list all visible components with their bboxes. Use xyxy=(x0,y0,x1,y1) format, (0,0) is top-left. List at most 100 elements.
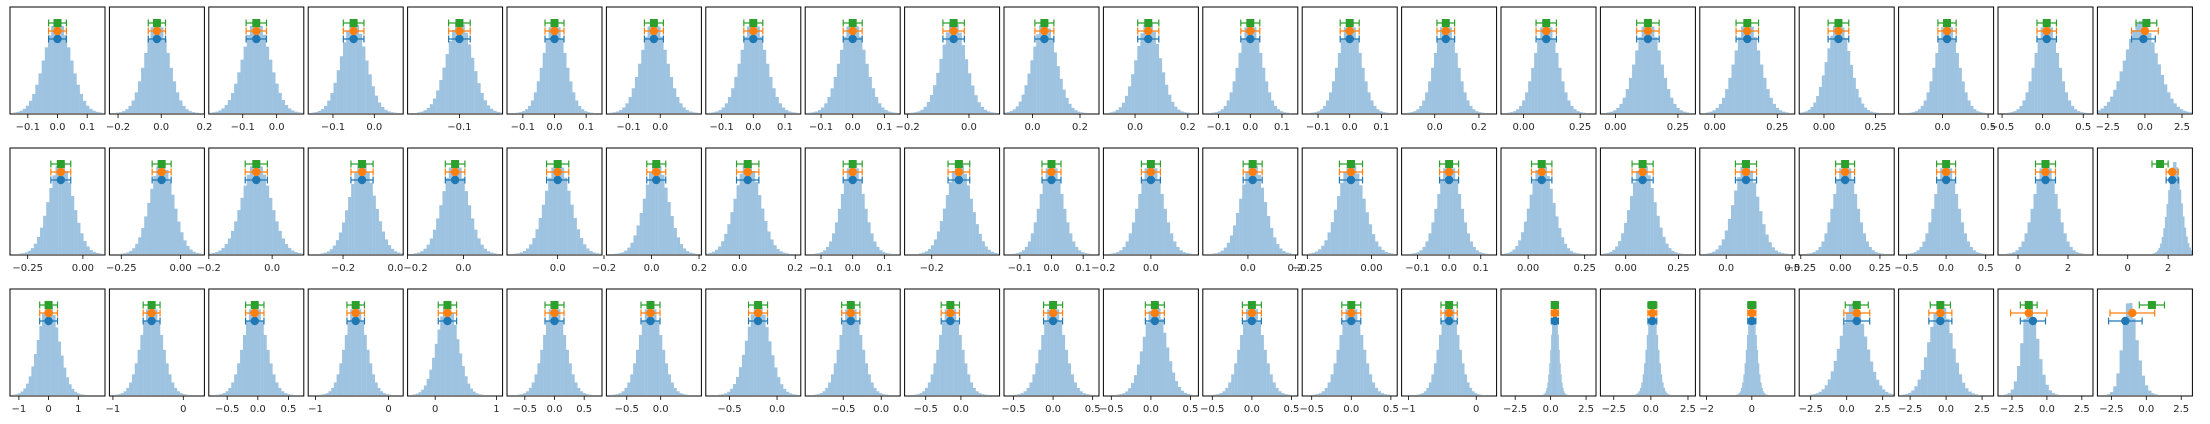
errorbar-series-3 xyxy=(1835,160,1856,168)
histogram-bar xyxy=(1009,111,1013,113)
histogram-bar xyxy=(1067,363,1072,395)
histogram-bar xyxy=(1324,387,1328,395)
histogram-bar xyxy=(1923,357,1928,395)
histogram-bar xyxy=(963,173,967,254)
axes-frame xyxy=(1003,288,1100,397)
x-tick-label: 0.0 xyxy=(1543,404,1559,415)
histogram-bar xyxy=(1119,394,1123,395)
histogram-bar xyxy=(1229,92,1233,113)
errorbar-marker xyxy=(2140,26,2150,36)
errorbar-series-1 xyxy=(947,175,971,185)
histogram-bar xyxy=(1644,20,1649,114)
histogram-bar xyxy=(1648,320,1650,395)
histogram-bar xyxy=(92,110,96,113)
histogram-bar xyxy=(1063,208,1067,254)
histogram-bar xyxy=(1428,382,1432,395)
errorbar-series-2 xyxy=(544,26,565,36)
histogram-bar xyxy=(80,233,84,254)
errorbar-marker xyxy=(1648,308,1657,318)
histogram-bar xyxy=(739,173,743,254)
histogram-bar xyxy=(150,188,154,254)
subplot-r3-c15: −1 0 xyxy=(1401,288,1498,415)
histogram-bar xyxy=(1765,394,1767,395)
histogram-bar xyxy=(1632,64,1636,113)
subplot-r1-c4: −0.1 0.0 xyxy=(307,6,404,133)
histogram-bar xyxy=(284,393,288,395)
errorbar-marker xyxy=(1345,34,1354,44)
histogram-bar xyxy=(1769,97,1773,113)
axes-frame xyxy=(407,147,504,256)
histogram-bar xyxy=(545,190,549,254)
histogram-bar xyxy=(1061,334,1066,395)
histogram-bar xyxy=(1839,168,1843,254)
histogram-bar xyxy=(2176,106,2180,113)
histogram-bar xyxy=(272,72,276,113)
histogram-bar xyxy=(461,366,465,395)
histogram-bar xyxy=(377,387,381,395)
errorbar-series-1 xyxy=(2036,34,2058,44)
errorbar-marker xyxy=(1347,301,1356,309)
errorbar-series-2 xyxy=(1436,26,1456,36)
histogram-bar xyxy=(743,36,748,113)
histogram-bar xyxy=(1638,391,1641,395)
histogram-bar xyxy=(33,243,38,254)
histogram-bar xyxy=(874,97,879,113)
histogram-bar xyxy=(1756,50,1761,113)
errorbar-marker xyxy=(1648,301,1657,309)
histogram-bar xyxy=(333,382,337,395)
histogram-bar xyxy=(2066,241,2070,254)
histogram-bar xyxy=(1460,81,1464,113)
histogram-bar xyxy=(560,38,564,113)
histogram-bar xyxy=(1125,241,1129,254)
errorbar-series-2 xyxy=(1530,167,1553,177)
histogram-bar xyxy=(579,238,584,254)
histogram-bar xyxy=(1275,387,1279,395)
histogram-bar xyxy=(123,253,127,254)
errorbar-marker xyxy=(649,34,659,44)
errorbar-marker xyxy=(53,34,62,44)
histogram-bar xyxy=(381,231,386,254)
errorbar-series-1 xyxy=(1530,175,1553,185)
histogram-bar xyxy=(587,112,591,113)
histogram-bar xyxy=(917,111,921,113)
histogram-bar xyxy=(1235,67,1239,113)
histogram-bar xyxy=(496,111,500,113)
errorbar-marker xyxy=(252,26,261,36)
histogram-bar xyxy=(156,20,161,114)
histogram-bar xyxy=(48,35,52,113)
histogram-bar xyxy=(2045,384,2049,395)
x-tick-label: −0.5 xyxy=(831,404,855,415)
histogram-bar xyxy=(1546,176,1550,254)
axes-frame xyxy=(108,147,205,256)
histogram-bar xyxy=(2106,394,2111,395)
histogram-bar xyxy=(219,394,223,395)
histogram-bar xyxy=(21,253,25,254)
histogram-bar xyxy=(2173,162,2175,254)
histogram-bar xyxy=(1017,394,1021,395)
histogram-bar xyxy=(1927,342,1931,395)
errorbar-series-1 xyxy=(646,175,667,185)
x-tick-label: 0.0 xyxy=(153,122,169,133)
histogram-bar xyxy=(942,44,946,113)
histogram-bar xyxy=(423,110,427,113)
histogram-bar xyxy=(955,320,959,395)
histogram-bar xyxy=(39,325,43,395)
histogram-bar xyxy=(372,374,375,395)
errorbar-series-1 xyxy=(350,175,374,185)
histogram-bar xyxy=(1972,250,1976,254)
histogram-bar xyxy=(1472,246,1476,254)
errorbar-marker xyxy=(2147,301,2156,309)
histogram-bar xyxy=(1804,111,1808,113)
histogram-bar xyxy=(530,100,535,113)
histogram-bar xyxy=(1251,302,1256,395)
histogram-bar xyxy=(275,221,279,254)
histogram-bar xyxy=(1553,302,1556,395)
histogram-bar xyxy=(1225,387,1229,395)
histogram-bar xyxy=(1824,385,1828,395)
errorbar-series-3 xyxy=(1438,160,1460,168)
histogram-bar xyxy=(265,46,270,114)
histogram-bar xyxy=(1562,387,1564,395)
histogram-bar xyxy=(740,49,744,113)
histogram-bar xyxy=(2125,49,2130,113)
